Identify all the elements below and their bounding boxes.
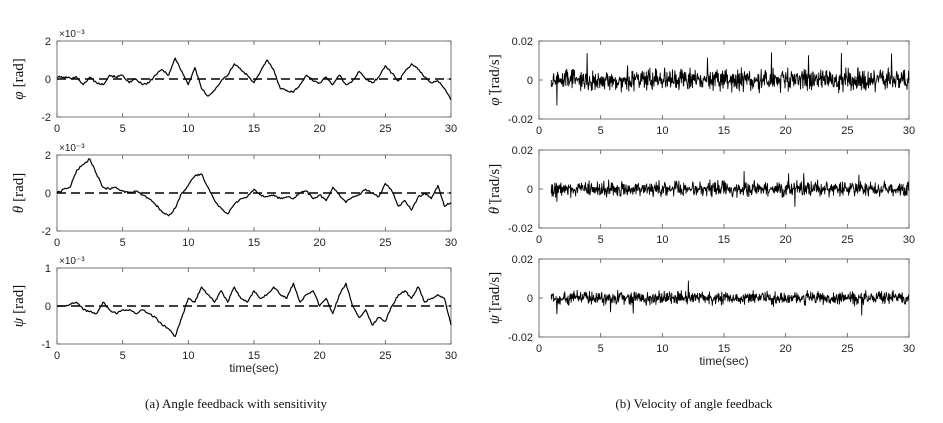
x-tick-label: 5: [598, 234, 604, 246]
x-tick-label: 0: [536, 343, 542, 355]
x-tick-label: 10: [656, 234, 668, 246]
x-tick-label: 0: [54, 350, 60, 362]
x-axis-label: time(sec): [699, 354, 748, 368]
y-axis-symbol: ψ: [11, 317, 27, 327]
x-tick-label: 15: [718, 125, 730, 137]
x-tick-label: 20: [314, 237, 326, 249]
x-tick-label: 0: [54, 123, 60, 135]
x-tick-label: 15: [248, 350, 260, 362]
x-tick-label: 5: [598, 343, 604, 355]
series-line: [57, 282, 452, 337]
x-tick-label: 20: [314, 123, 326, 135]
x-tick-label: 30: [903, 343, 915, 355]
y-axis-label: ψ [rad]: [11, 285, 27, 327]
y-axis-symbol: ψ̇: [487, 310, 503, 324]
x-tick-label: 25: [379, 123, 391, 135]
y-axis-label: ψ̇[rad/s]: [487, 272, 503, 324]
chart-left-3: 0 5 10 15 20 25 30-101×10⁻³ψ[rad]time(sec): [11, 256, 457, 375]
y-tick-label: 0.02: [512, 145, 533, 157]
x-tick-label: 10: [182, 123, 194, 135]
y-tick-label: 0: [527, 75, 533, 87]
series-line: [56, 57, 452, 101]
x-tick-label: 25: [379, 350, 391, 362]
y-axis-unit: [rad/s]: [487, 54, 503, 93]
y-tick-label: -2: [41, 112, 51, 124]
y-tick-label: 0: [527, 293, 533, 305]
x-tick-label: 10: [656, 343, 668, 355]
y-axis-unit: [rad/s]: [487, 164, 503, 203]
y-tick-label: 0: [45, 301, 51, 313]
exponent-label: ×10⁻³: [59, 256, 85, 267]
x-tick-label: 0: [536, 125, 542, 137]
y-axis-unit: [rad]: [11, 285, 27, 314]
y-tick-label: -1: [41, 339, 51, 351]
y-tick-label: 0: [527, 184, 533, 196]
y-axis-unit: [rad]: [11, 58, 27, 87]
x-tick-label: 25: [841, 343, 853, 355]
y-tick-label: 0.02: [512, 36, 533, 48]
x-tick-label: 15: [248, 123, 260, 135]
x-tick-label: 30: [903, 234, 915, 246]
exponent-label: ×10⁻³: [59, 143, 85, 154]
x-tick-label: 0: [54, 237, 60, 249]
x-tick-label: 30: [445, 123, 457, 135]
y-axis-symbol: φ̇: [487, 92, 503, 105]
chart-left-1: 0 5 10 15 20 25 30-202×10⁻³φ[rad]: [11, 29, 457, 135]
x-axis-label: time(sec): [229, 361, 278, 375]
series-line: [550, 171, 910, 207]
y-tick-label: 2: [45, 36, 51, 48]
x-tick-label: 30: [903, 125, 915, 137]
x-tick-label: 25: [841, 125, 853, 137]
y-tick-label: -0.02: [508, 114, 533, 126]
y-axis-symbol: φ: [11, 91, 27, 99]
x-tick-label: 0: [536, 234, 542, 246]
x-tick-label: 30: [445, 237, 457, 249]
x-tick-label: 25: [841, 234, 853, 246]
x-tick-label: 30: [445, 350, 457, 362]
x-tick-label: 10: [656, 125, 668, 137]
series-line: [56, 158, 452, 217]
y-axis-label: θ̇[rad/s]: [487, 164, 503, 215]
y-tick-label: 1: [45, 263, 51, 275]
y-tick-label: 0: [45, 188, 51, 200]
x-tick-label: 15: [718, 343, 730, 355]
y-tick-label: -2: [41, 226, 51, 238]
y-axis-unit: [rad/s]: [487, 272, 503, 311]
x-tick-label: 5: [120, 350, 126, 362]
caption-right: (b) Velocity of angle feedback: [615, 396, 773, 411]
x-tick-label: 5: [120, 123, 126, 135]
y-axis-label: θ [rad]: [11, 173, 27, 214]
x-tick-label: 20: [314, 350, 326, 362]
y-tick-label: 0.02: [512, 254, 533, 266]
panels: 0 5 10 15 20 25 30-202×10⁻³φ[rad]0 5 10 15 20 25 30-…: [11, 29, 915, 375]
y-axis-label: φ [rad]: [11, 58, 27, 99]
series-line: [550, 52, 910, 106]
x-tick-label: 20: [780, 343, 792, 355]
x-tick-label: 10: [182, 350, 194, 362]
caption-left: (a) Angle feedback with sensitivity: [145, 396, 327, 411]
x-tick-label: 10: [182, 237, 194, 249]
x-tick-label: 20: [780, 234, 792, 246]
x-tick-label: 5: [120, 237, 126, 249]
x-tick-label: 20: [780, 125, 792, 137]
x-tick-label: 15: [248, 237, 260, 249]
series-line: [550, 280, 910, 316]
x-tick-label: 15: [718, 234, 730, 246]
y-tick-label: 2: [45, 150, 51, 162]
x-tick-label: 25: [379, 237, 391, 249]
exponent-label: ×10⁻³: [59, 29, 85, 40]
chart-left-2: 0 5 10 15 20 25 30-202×10⁻³θ[rad]: [11, 143, 457, 249]
y-tick-label: -0.02: [508, 332, 533, 344]
x-tick-label: 5: [598, 125, 604, 137]
y-axis-unit: [rad]: [11, 173, 27, 202]
y-tick-label: 0: [45, 74, 51, 86]
y-tick-label: -0.02: [508, 223, 533, 235]
y-axis-symbol: θ: [11, 205, 27, 213]
y-axis-label: φ̇[rad/s]: [487, 54, 503, 105]
